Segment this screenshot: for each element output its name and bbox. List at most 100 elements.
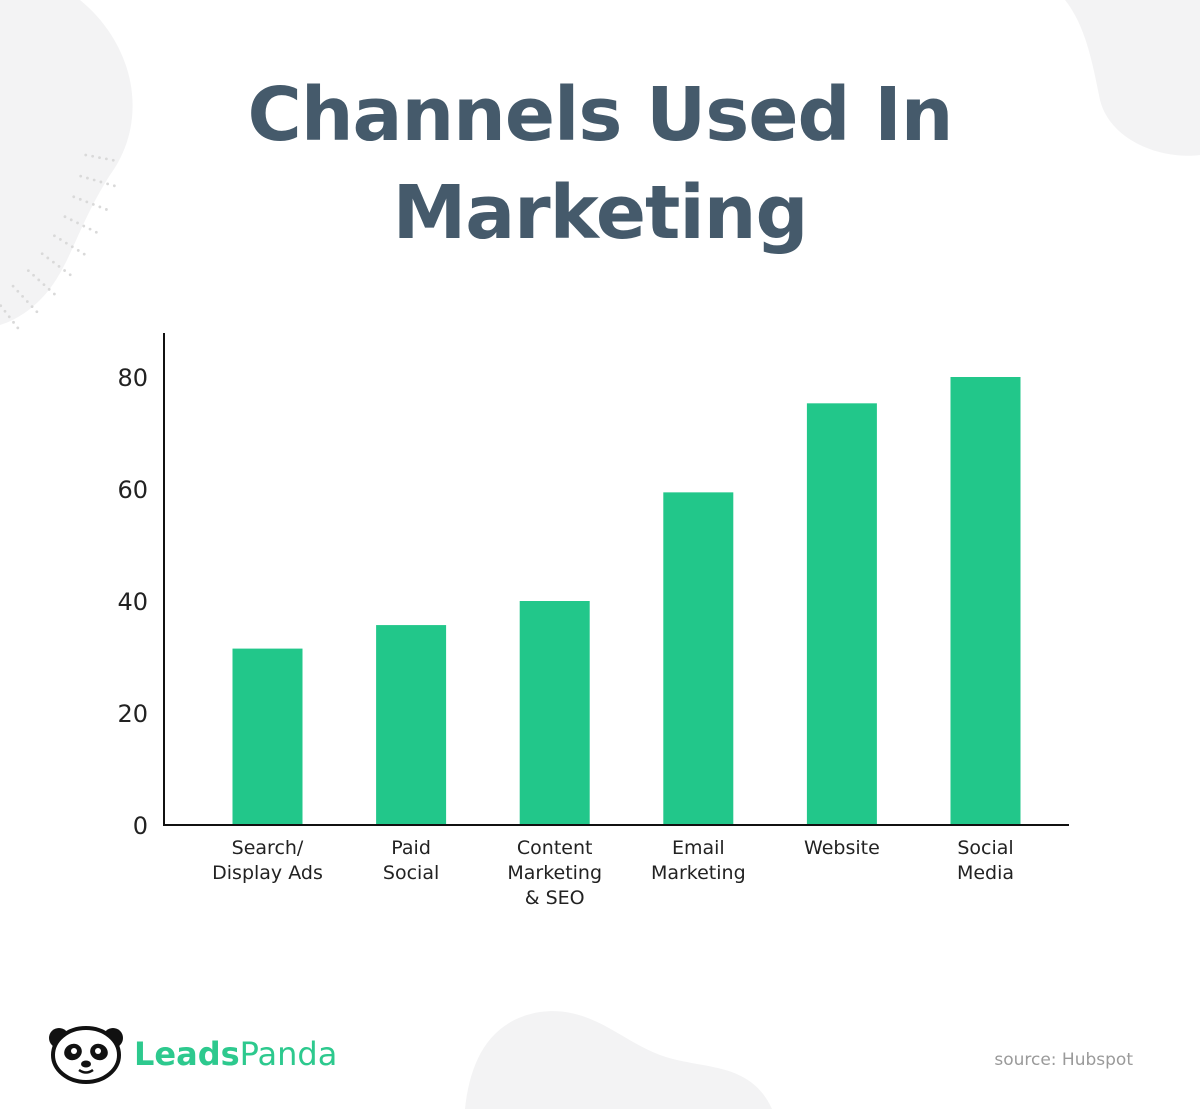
bar-chart: 0 20 40 60 80 Search/Display Ads Paid Social Co… — [117, 333, 1069, 909]
decor-dot — [112, 184, 116, 188]
decor-dot — [104, 208, 108, 211]
x-category-label-line: Marketing — [651, 862, 746, 884]
source-note: source: Hubspot — [994, 1050, 1133, 1070]
decor-dot — [46, 256, 50, 260]
y-tick-label: 40 — [117, 588, 148, 616]
decor-dot — [16, 326, 20, 330]
chart-title: Channels Used In Marketing — [248, 72, 954, 256]
decor-dot — [82, 224, 86, 228]
bars — [232, 377, 1021, 825]
blob-bottom — [465, 1011, 772, 1109]
decor-dot — [51, 260, 55, 264]
panda-icon — [49, 1026, 123, 1084]
decor-dot — [21, 294, 24, 298]
decor-dot — [12, 320, 15, 324]
decor-dot — [91, 154, 95, 158]
decor-dot — [52, 292, 56, 296]
blob-top-left — [0, 0, 133, 325]
decor-dot — [25, 300, 29, 303]
decor-dot — [72, 195, 76, 199]
decor-dot — [3, 309, 7, 313]
x-category-label: Website — [804, 837, 880, 859]
x-axis-labels: Search/Display Ads Paid Social Content Marke… — [212, 837, 1014, 909]
x-category-label-line: Marketing — [507, 862, 602, 884]
decor-dot — [32, 273, 35, 277]
decor-dot — [30, 305, 34, 309]
decor-dot — [94, 230, 98, 234]
decor-dot — [7, 315, 11, 319]
y-axis-ticks: 0 20 40 60 80 — [117, 364, 148, 840]
x-category-label-line: Search/ — [232, 837, 304, 859]
bar — [663, 492, 734, 825]
brand-name-part1: Leads — [134, 1035, 240, 1073]
decor-dot — [0, 304, 3, 308]
x-category-label: Content Marketing & SEO — [507, 837, 602, 909]
decor-dot — [76, 249, 80, 252]
decor-dot — [63, 269, 66, 272]
y-tick-label: 60 — [117, 476, 148, 504]
x-category-label-line: & SEO — [525, 887, 585, 909]
decor-dot — [104, 157, 108, 161]
decor-dot — [86, 176, 89, 180]
decor-dot — [58, 238, 62, 241]
decor-dot — [98, 156, 101, 159]
decor-dot — [26, 269, 30, 272]
x-category-label: Search/Display Ads — [212, 837, 323, 884]
y-tick-label: 80 — [117, 364, 148, 392]
brand-name: LeadsPanda — [134, 1035, 337, 1073]
x-category-label-line: Social — [383, 862, 439, 884]
decor-dot — [111, 158, 115, 162]
x-category-label: Paid Social — [383, 837, 439, 884]
x-category-label-line: Website — [804, 837, 880, 859]
bar — [806, 403, 877, 825]
decor-dot — [85, 200, 89, 204]
x-category-label-line: Media — [957, 862, 1014, 884]
decor-dot — [69, 218, 73, 222]
decor-dot — [99, 180, 103, 184]
decor-dot — [78, 197, 82, 201]
x-category-label-line: Social — [957, 837, 1013, 859]
decor-dot — [91, 202, 95, 206]
decor-dot — [53, 234, 56, 238]
brand-logo: LeadsPanda — [49, 1026, 337, 1084]
decor-dot — [35, 310, 39, 314]
brand-name-part2: Panda — [240, 1035, 338, 1073]
decor-dot — [84, 153, 88, 157]
decor-dot — [79, 174, 83, 178]
y-tick-label: 0 — [133, 812, 148, 840]
blob-top-right — [1065, 0, 1200, 156]
decor-dot — [40, 252, 44, 256]
decor-dot — [16, 289, 20, 293]
x-category-label-line: Display Ads — [212, 862, 323, 884]
bar — [232, 648, 303, 825]
dot-pattern — [0, 153, 116, 330]
x-category-label-line: Content — [517, 837, 593, 859]
x-category-label-line: Email — [672, 837, 725, 859]
x-category-label: Email Marketing — [651, 837, 746, 884]
decor-dot — [76, 221, 79, 225]
decor-dot — [70, 245, 74, 249]
title-line-1: Channels Used In — [248, 72, 953, 158]
bar — [519, 601, 590, 825]
y-tick-label: 20 — [117, 700, 148, 728]
decor-dot — [47, 287, 51, 291]
decor-dot — [82, 252, 86, 256]
x-category-label-line: Paid — [391, 837, 431, 859]
decor-dot — [68, 273, 72, 277]
title-line-2: Marketing — [393, 170, 808, 256]
bar — [950, 377, 1021, 825]
bar — [376, 625, 447, 825]
decor-dot — [37, 278, 41, 282]
decor-dot — [11, 284, 15, 288]
decor-dot — [57, 264, 61, 268]
decor-dot — [42, 283, 46, 287]
decor-dot — [88, 227, 92, 231]
decor-dot — [63, 215, 67, 219]
decor-dot — [64, 241, 68, 245]
decor-dot — [106, 182, 110, 186]
decor-dot — [92, 178, 96, 182]
x-category-label: Social Media — [957, 837, 1014, 884]
decor-dot — [98, 205, 102, 209]
